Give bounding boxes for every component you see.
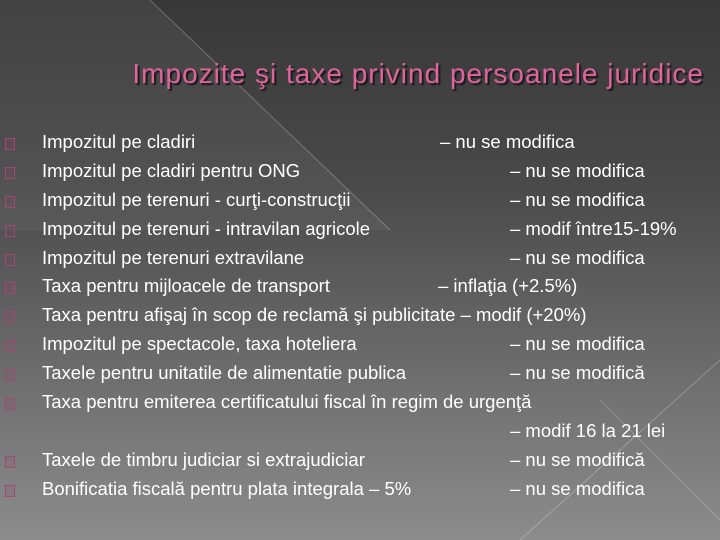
item-text: Impozitul pe terenuri extravilane bbox=[42, 247, 305, 268]
item-text: Impozitul pe terenuri - intravilan agric… bbox=[42, 218, 371, 239]
list-item: Impozitul pe cladiri – nu se modifica bbox=[0, 131, 720, 157]
item-text: Taxele pentru unitatile de alimentatie p… bbox=[42, 362, 407, 383]
item-text: Impozitul pe terenuri - curţi-construcţi… bbox=[42, 189, 351, 210]
list-item: Impozitul pe terenuri - intravilan agric… bbox=[0, 218, 720, 244]
item-status: – nu se modifica bbox=[510, 333, 645, 354]
square-bullet-icon bbox=[5, 485, 15, 497]
list-item: Taxa pentru emiterea certificatului fisc… bbox=[0, 391, 720, 441]
square-bullet-icon bbox=[5, 282, 15, 294]
item-status: – nu se modifică bbox=[510, 449, 645, 470]
square-bullet-icon bbox=[5, 196, 15, 208]
square-bullet-icon bbox=[5, 254, 15, 266]
square-bullet-icon bbox=[5, 456, 15, 468]
item-text: Taxele de timbru judiciar si extrajudici… bbox=[42, 449, 365, 470]
item-status: – nu se modifică bbox=[510, 362, 645, 383]
square-bullet-icon bbox=[5, 398, 15, 410]
list-item: Taxele pentru unitatile de alimentatie p… bbox=[0, 362, 720, 388]
square-bullet-icon bbox=[5, 340, 15, 352]
square-bullet-icon bbox=[5, 311, 15, 323]
item-text: Impozitul pe cladiri bbox=[42, 131, 196, 152]
list-item: Taxele de timbru judiciar si extrajudici… bbox=[0, 449, 720, 475]
square-bullet-icon bbox=[5, 167, 15, 179]
list-item: Taxa pentru mijloacele de transport – inf… bbox=[0, 275, 720, 301]
square-bullet-icon bbox=[5, 138, 15, 150]
item-status: – nu se modifica bbox=[510, 247, 645, 268]
list-item: Impozitul pe cladiri pentru ONG – nu se m… bbox=[0, 160, 720, 186]
list-item: Bonificatia fiscală pentru plata integra… bbox=[0, 478, 720, 504]
list-item: Impozitul pe terenuri - curţi-construcţi… bbox=[0, 189, 720, 215]
item-status: – modif între15-19% bbox=[510, 218, 677, 239]
item-text: Taxa pentru mijloacele de transport bbox=[42, 275, 330, 296]
item-text: Taxa pentru emiterea certificatului fisc… bbox=[42, 391, 532, 412]
list-item: Impozitul pe spectacole, taxa hoteliera –… bbox=[0, 333, 720, 359]
item-status: – nu se modifica bbox=[510, 160, 645, 181]
square-bullet-icon bbox=[5, 225, 15, 237]
item-status: – inflaţia (+2.5%) bbox=[438, 275, 578, 296]
item-status: – nu se modifica bbox=[440, 131, 575, 152]
item-status: – nu se modifica bbox=[510, 189, 645, 210]
list-item: Taxa pentru afişaj în scop de reclamă şi… bbox=[0, 304, 720, 330]
item-text: Impozitul pe spectacole, taxa hoteliera bbox=[42, 333, 357, 354]
item-status: – nu se modifica bbox=[510, 478, 645, 499]
item-text: Impozitul pe cladiri pentru ONG bbox=[42, 160, 301, 181]
slide-title: Impozite şi taxe privind persoanele juri… bbox=[132, 58, 704, 89]
item-text: Taxa pentru afişaj în scop de reclamă şi… bbox=[42, 304, 587, 325]
square-bullet-icon bbox=[5, 369, 15, 381]
list-item: Impozitul pe terenuri extravilane – nu se… bbox=[0, 247, 720, 273]
item-status: – modif 16 la 21 lei bbox=[510, 420, 666, 441]
item-text: Bonificatia fiscală pentru plata integra… bbox=[42, 478, 412, 499]
